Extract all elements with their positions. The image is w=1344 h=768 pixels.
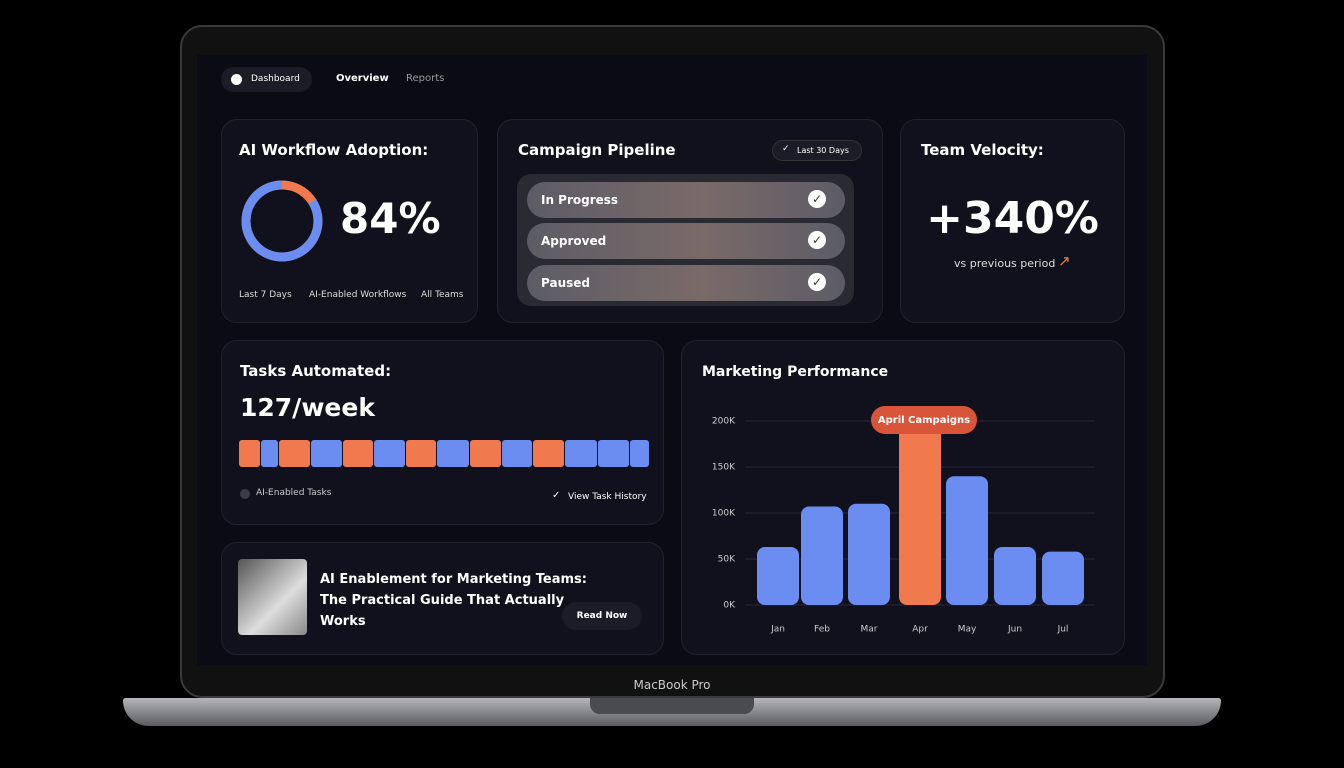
adoption-value: 84% — [340, 194, 441, 243]
tasks-value: 127/week — [240, 393, 375, 422]
donut-arc — [241, 180, 323, 262]
annotation: April Campaigns — [878, 415, 970, 426]
range-text: Last 30 Days — [797, 146, 849, 155]
arrow-icon: ↗ — [1058, 252, 1071, 270]
bar — [899, 423, 941, 605]
card-title: Team Velocity: — [921, 141, 1044, 159]
nav-item[interactable]: Reports — [406, 73, 445, 84]
x-tick-label: Feb — [814, 625, 830, 635]
task-segment — [279, 440, 310, 467]
legend-dot — [240, 489, 250, 499]
x-tick-label: Mar — [861, 625, 878, 635]
pipeline-item[interactable]: In Progress ✓ — [527, 182, 845, 218]
filter[interactable]: All Teams — [421, 290, 464, 300]
task-segment — [261, 440, 278, 467]
filter[interactable]: Last 7 Days — [239, 290, 292, 300]
task-segment — [343, 440, 373, 467]
y-tick-label: 150K — [712, 463, 736, 473]
check-icon: ✓ — [808, 231, 826, 249]
task-bar — [239, 440, 649, 467]
task-segment — [630, 440, 649, 467]
card-title: Campaign Pipeline — [518, 141, 676, 159]
check-icon: ✓ — [808, 190, 826, 208]
nav-dot — [231, 74, 242, 85]
task-segment — [311, 440, 342, 467]
article-image — [238, 559, 307, 635]
task-segment — [502, 440, 532, 467]
task-link[interactable]: View Task History — [568, 492, 647, 502]
laptop-notch — [590, 698, 754, 714]
laptop-label: MacBook Pro — [633, 678, 711, 692]
bar — [1042, 551, 1084, 605]
bar — [757, 547, 799, 605]
y-tick-label: 100K — [712, 509, 736, 519]
card-title: AI Workflow Adoption: — [239, 141, 429, 159]
check-icon: ✓ — [782, 144, 790, 154]
task-segment — [598, 440, 629, 467]
x-tick-label: Jul — [1057, 625, 1069, 635]
chart-title: Marketing Performance — [702, 364, 888, 380]
bar — [848, 503, 890, 605]
x-tick-label: Jun — [1007, 625, 1022, 635]
check-icon: ✓ — [808, 273, 826, 291]
filter[interactable]: AI-Enabled Workflows — [309, 290, 407, 300]
nav-pill[interactable]: Dashboard — [221, 67, 312, 92]
velocity-card — [900, 119, 1125, 323]
task-segment — [374, 440, 405, 467]
bar — [946, 476, 988, 605]
velocity-caption: vs previous period — [954, 257, 1056, 270]
task-segment — [437, 440, 469, 467]
x-tick-label: Jan — [770, 625, 785, 635]
card-title: Tasks Automated: — [240, 362, 392, 380]
task-segment — [565, 440, 597, 467]
task-segment — [406, 440, 436, 467]
pipeline-item[interactable]: Paused ✓ — [527, 265, 845, 301]
bar — [801, 506, 843, 605]
item-text: Approved — [541, 234, 607, 248]
y-tick-label: 0K — [723, 601, 736, 611]
legend-text: AI-Enabled Tasks — [256, 488, 332, 498]
pipeline-item[interactable]: Approved ✓ — [527, 223, 845, 259]
x-tick-label: May — [958, 625, 977, 635]
item-text: In Progress — [541, 193, 619, 207]
task-segment — [470, 440, 501, 467]
range-pill[interactable]: ✓ Last 30 Days — [772, 140, 862, 161]
article-title[interactable]: AI Enablement for Marketing Teams: The P… — [320, 572, 587, 629]
x-tick-label: Apr — [912, 625, 928, 635]
chart: Marketing Performance 0K 50K 100K 150K 200K J… — [702, 364, 1095, 635]
nav-item[interactable]: Overview — [336, 73, 389, 84]
task-segment — [533, 440, 564, 467]
task-segment — [239, 440, 260, 467]
check-icon: ✓ — [552, 490, 561, 501]
y-tick-label: 200K — [712, 417, 736, 427]
nav-item: Dashboard — [251, 74, 300, 84]
y-tick-label: 50K — [718, 555, 736, 565]
velocity-value: +340% — [926, 193, 1099, 244]
bar — [994, 547, 1036, 605]
tasks-card — [221, 340, 664, 525]
donut — [241, 180, 323, 262]
item-text: Paused — [541, 276, 590, 290]
read-button[interactable]: Read Now — [562, 602, 642, 630]
adoption-card — [221, 119, 478, 323]
annotation-bg — [871, 406, 977, 434]
